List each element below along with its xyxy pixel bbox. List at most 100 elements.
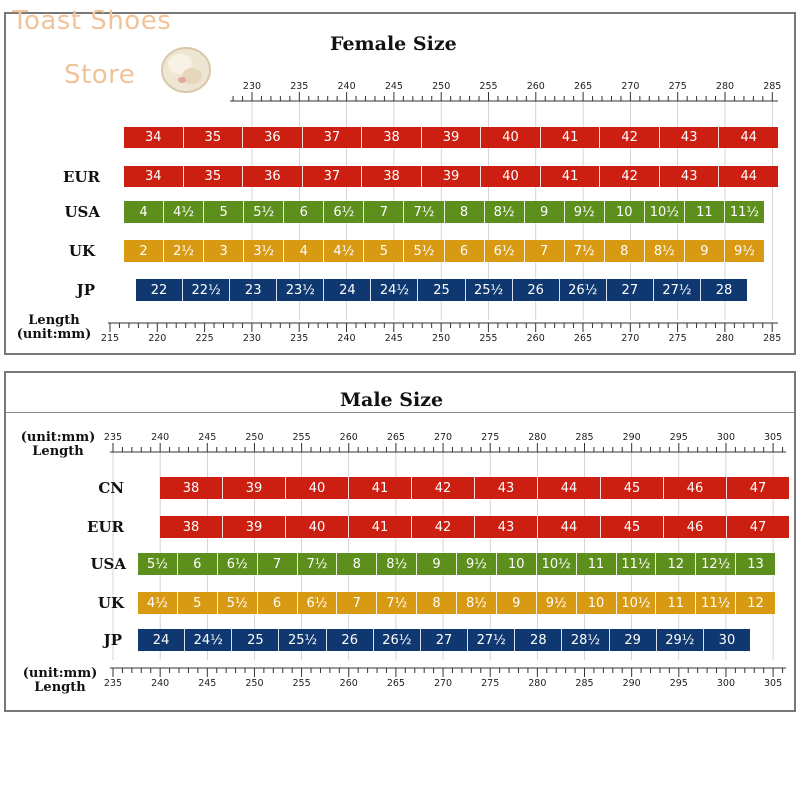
toast-bread-icon (161, 47, 211, 93)
ruler-tick-label: 230 (243, 81, 261, 92)
size-cell: 8½ (645, 240, 685, 262)
male-bottom-ruler: 235 240 245 250 255 260 265 270 275 280 285 290 295 3… (104, 667, 786, 689)
size-cell: 43 (660, 127, 720, 148)
size-cell: 6 (284, 201, 325, 223)
size-cell: 46 (664, 477, 727, 499)
size-cell: 39 (223, 516, 286, 538)
size-cell: 23½ (277, 279, 325, 301)
size-cell: 28 (515, 629, 563, 651)
store-watermark-line2: Store (64, 60, 136, 90)
male-size-band: 4½ 5 5½ 6 6½ 7 7½ 8 8½ 9 9½ 10 10½ 11 11½ 12 (138, 592, 775, 614)
size-cell: 4½ (324, 240, 365, 262)
male-size-band: 24 24½ 25 25½ 26 26½ 27 27½ 28 28½ 29 29½ 30 (138, 629, 750, 651)
female-size-band: 34 35 36 37 38 39 40 41 42 43 44 (124, 127, 778, 148)
male-size-title: Male Size (340, 389, 444, 411)
ruler-tick-label: 235 (290, 333, 308, 344)
size-cell: 9½ (734, 243, 755, 259)
size-cell: 40 (481, 127, 541, 148)
female-length-caption: Length (unit:mm) (6, 314, 102, 342)
ruler-tick-label: 275 (669, 81, 687, 92)
size-cell: 4½ (138, 592, 178, 614)
size-cell: 6 (445, 240, 485, 262)
ruler-tick-label: 295 (670, 432, 688, 443)
female-size-band: 34 35 36 37 38 39 40 41 42 43 44 (124, 166, 778, 187)
size-cell: 12½ (696, 553, 737, 575)
ruler-tick-label: 260 (340, 432, 358, 443)
ruler-tick-label: 220 (148, 333, 166, 344)
size-cell: 7½ (377, 592, 418, 614)
size-cell: 6½ (298, 592, 338, 614)
male-row-label: JP (103, 631, 122, 649)
size-cell: 7 (364, 201, 405, 223)
size-cell: 4 (124, 201, 165, 223)
size-cell: 10½ (645, 201, 685, 223)
ruler-tick-label: 245 (198, 432, 216, 443)
ruler-tick-label: 260 (527, 81, 545, 92)
ruler-tick-label: 245 (385, 333, 403, 344)
male-bottom-length-label: Length (34, 680, 86, 695)
size-cell: 6½ (324, 201, 365, 223)
size-cell: 12 (747, 595, 764, 611)
size-cell: 35 (184, 127, 244, 148)
size-cell: 40 (286, 516, 349, 538)
ruler-tick-label: 255 (293, 432, 311, 443)
size-cell: 44 (538, 477, 601, 499)
ruler-tick-label: 245 (198, 678, 216, 689)
ruler-tick-label: 270 (621, 81, 639, 92)
size-cell: 40 (481, 166, 541, 187)
size-cell: 39 (422, 166, 482, 187)
size-cell: 39 (223, 477, 286, 499)
ruler-tick-label: 230 (243, 333, 261, 344)
male-size-panel (4, 371, 796, 712)
ruler-tick-label: 240 (338, 81, 356, 92)
female-size-band: 22 22½ 23 23½ 24 24½ 25 25½ 26 26½ 27 27½ 28 (136, 279, 747, 301)
male-row-label: CN (98, 479, 124, 497)
ruler-tick-label: 235 (290, 81, 308, 92)
size-cell: 35 (184, 166, 244, 187)
size-cell: 44 (740, 169, 758, 184)
size-cell: 27½ (654, 279, 701, 301)
size-cell: 24 (138, 629, 186, 651)
ruler-tick-label: 250 (245, 432, 263, 443)
size-cell: 7½ (298, 553, 338, 575)
ruler-tick-label: 275 (481, 432, 499, 443)
size-cell: 43 (475, 477, 538, 499)
size-cell: 7½ (565, 240, 605, 262)
size-cell: 11 (577, 553, 617, 575)
size-cell: 9½ (457, 553, 497, 575)
size-cell: 7 (337, 592, 378, 614)
size-cell: 11½ (617, 553, 657, 575)
ruler-tick-label: 215 (101, 333, 119, 344)
size-cell: 26 (327, 629, 374, 651)
size-cell: 43 (660, 166, 720, 187)
store-watermark-line1: Toast Shoes (12, 6, 172, 36)
ruler-tick-label: 240 (151, 432, 169, 443)
size-cell: 5 (364, 240, 405, 262)
male-size-band: 38 39 40 41 42 43 44 45 46 47 (160, 516, 789, 538)
ruler-tick-label: 250 (432, 333, 450, 344)
male-row-label: UK (97, 594, 124, 612)
size-cell: 37 (303, 127, 363, 148)
size-cell: 29½ (657, 629, 704, 651)
female-bottom-ruler: 215 220 225 230 235 240 245 250 255 260 265 270 275 2… (101, 322, 781, 344)
size-cell: 47 (749, 519, 767, 535)
male-title-divider (6, 412, 794, 413)
size-cell: 4½ (164, 201, 205, 223)
ruler-tick-label: 290 (623, 432, 641, 443)
female-size-band: 2 2½ 3 3½ 4 4½ 5 5½ 6 6½ 7 7½ 8 8½ 9 9½ (124, 240, 764, 262)
size-cell: 27 (421, 629, 469, 651)
size-cell: 42 (600, 166, 660, 187)
size-cell: 10 (577, 592, 617, 614)
size-cell: 26 (513, 279, 560, 301)
size-cell: 44 (740, 130, 758, 145)
size-cell: 5 (178, 592, 218, 614)
size-cell: 3 (204, 240, 245, 262)
ruler-tick-label: 300 (717, 678, 735, 689)
male-top-unit-label: (unit:mm) (20, 430, 96, 445)
size-cell: 27½ (468, 629, 516, 651)
ruler-tick-label: 265 (574, 81, 592, 92)
female-size-band: 4 4½ 5 5½ 6 6½ 7 7½ 8 8½ 9 9½ 10 10½ 11 11½ (124, 201, 764, 223)
ruler-tick-label: 245 (385, 81, 403, 92)
ruler-tick-label: 275 (481, 678, 499, 689)
size-cell: 6½ (485, 240, 525, 262)
